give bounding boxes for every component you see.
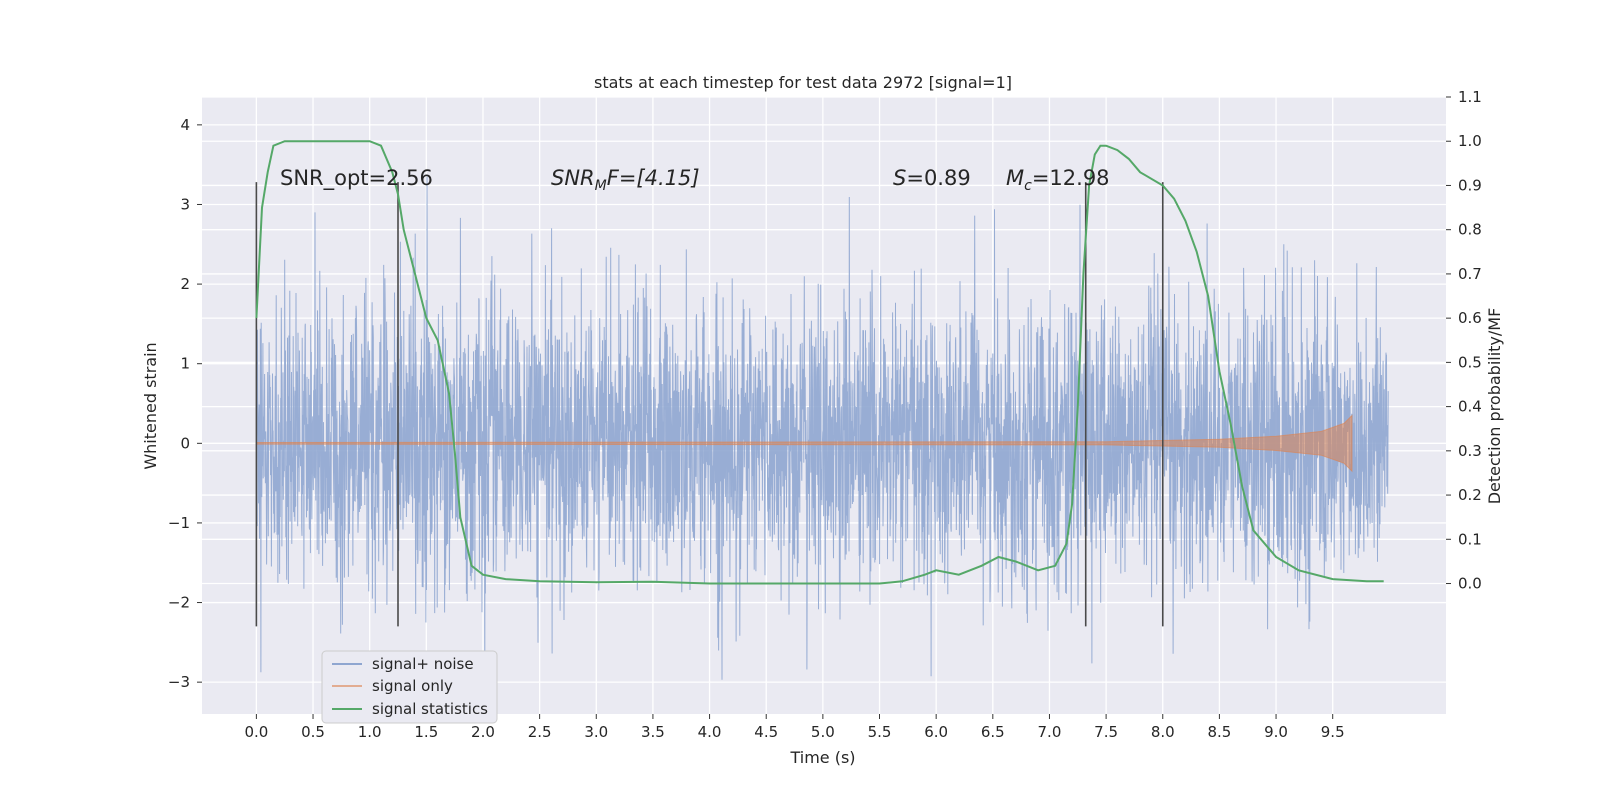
y2-tick-label: 1.1	[1458, 88, 1482, 106]
x-tick-label: 1.5	[414, 723, 438, 741]
x-tick-label: 7.5	[1094, 723, 1118, 741]
x-tick-label: 3.5	[641, 723, 665, 741]
x-tick-label: 5.5	[868, 723, 892, 741]
annotation-s: S=0.89	[893, 166, 971, 190]
legend: signal+ noise signal only signal statist…	[321, 650, 498, 724]
x-tick-label: 4.0	[698, 723, 722, 741]
annotation-snr-opt: SNR_opt=2.56	[280, 166, 433, 191]
y2-tick-label: 0.1	[1458, 530, 1482, 548]
y2-tick-label: 0.7	[1458, 265, 1482, 283]
y-axis-label: Whitened strain	[141, 342, 160, 469]
annotation-mc-label: M	[1006, 166, 1024, 190]
x-tick-label: 9.0	[1264, 723, 1288, 741]
y2-axis-label: Detection probability/MF	[1485, 308, 1504, 505]
axes: 0.0 0.5 1.0 1.5 2.0 2.5 3.0 3.5 4.0 4.5 5.0 5.5 6.0 6…	[168, 88, 1482, 741]
y-tick-label: 1	[180, 355, 190, 373]
y-tick-label: 4	[180, 116, 190, 134]
x-tick-label: 1.0	[358, 723, 382, 741]
y-tick-label: 3	[180, 195, 190, 213]
legend-label-stat: signal statistics	[372, 700, 488, 718]
annotation-s-value: =0.89	[906, 166, 970, 190]
y2-tick-label: 0.0	[1458, 575, 1482, 593]
x-tick-label: 7.0	[1038, 723, 1062, 741]
x-tick-label: 0.0	[244, 723, 268, 741]
x-tick-label: 8.0	[1151, 723, 1175, 741]
y2-tick-label: 1.0	[1458, 132, 1482, 150]
annotation-mc-sub: c	[1024, 178, 1032, 194]
annotation-mc-value: =12.98	[1032, 166, 1110, 190]
annotation-snr-mf: SNRMF=[4.15]	[551, 166, 700, 194]
y2-tick-label: 0.2	[1458, 486, 1482, 504]
y2-tick-label: 0.5	[1458, 353, 1482, 371]
noise-series	[255, 176, 1389, 680]
legend-box	[321, 650, 498, 724]
noise-trace	[255, 176, 1389, 680]
y-tick-label: −2	[168, 594, 190, 612]
x-tick-label: 2.5	[528, 723, 552, 741]
x-tick-label: 9.5	[1321, 723, 1345, 741]
annotation-snr-mf-label: SNR	[551, 166, 595, 190]
x-tick-label: 8.5	[1207, 723, 1231, 741]
y-tick-label: 2	[180, 275, 190, 293]
legend-label-noise: signal+ noise	[372, 655, 474, 673]
y2-tick-label: 0.4	[1458, 398, 1482, 416]
x-tick-label: 3.0	[584, 723, 608, 741]
x-tick-label: 6.0	[924, 723, 948, 741]
y-tick-label: 0	[180, 434, 190, 452]
signal-statistics-line	[255, 140, 1384, 585]
y-tick-label: −1	[168, 514, 190, 532]
annotation-snr-mf-sub: M	[595, 178, 607, 194]
annotation-snr-mf-value: F=[4.15]	[607, 166, 700, 190]
legend-label-signal: signal only	[372, 677, 453, 695]
signal-only-series	[255, 414, 1353, 473]
y2-tick-label: 0.6	[1458, 309, 1482, 327]
y2-tick-label: 0.9	[1458, 176, 1482, 194]
chart-title: stats at each timestep for test data 297…	[594, 73, 1012, 92]
marker-lines	[255, 182, 1164, 627]
signal-statistics-series	[255, 140, 1384, 585]
x-tick-label: 2.0	[471, 723, 495, 741]
y-tick-label: −3	[168, 673, 190, 691]
annotation-mc: Mc=12.98	[1006, 166, 1110, 194]
x-tick-label: 0.5	[301, 723, 325, 741]
y2-tick-label: 0.8	[1458, 221, 1482, 239]
x-axis-label: Time (s)	[789, 748, 855, 767]
y2-tick-label: 0.3	[1458, 442, 1482, 460]
x-tick-label: 4.5	[754, 723, 778, 741]
signal-envelope	[255, 414, 1353, 473]
x-tick-label: 6.5	[981, 723, 1005, 741]
x-tick-label: 5.0	[811, 723, 835, 741]
annotation-s-label: S	[893, 166, 906, 190]
